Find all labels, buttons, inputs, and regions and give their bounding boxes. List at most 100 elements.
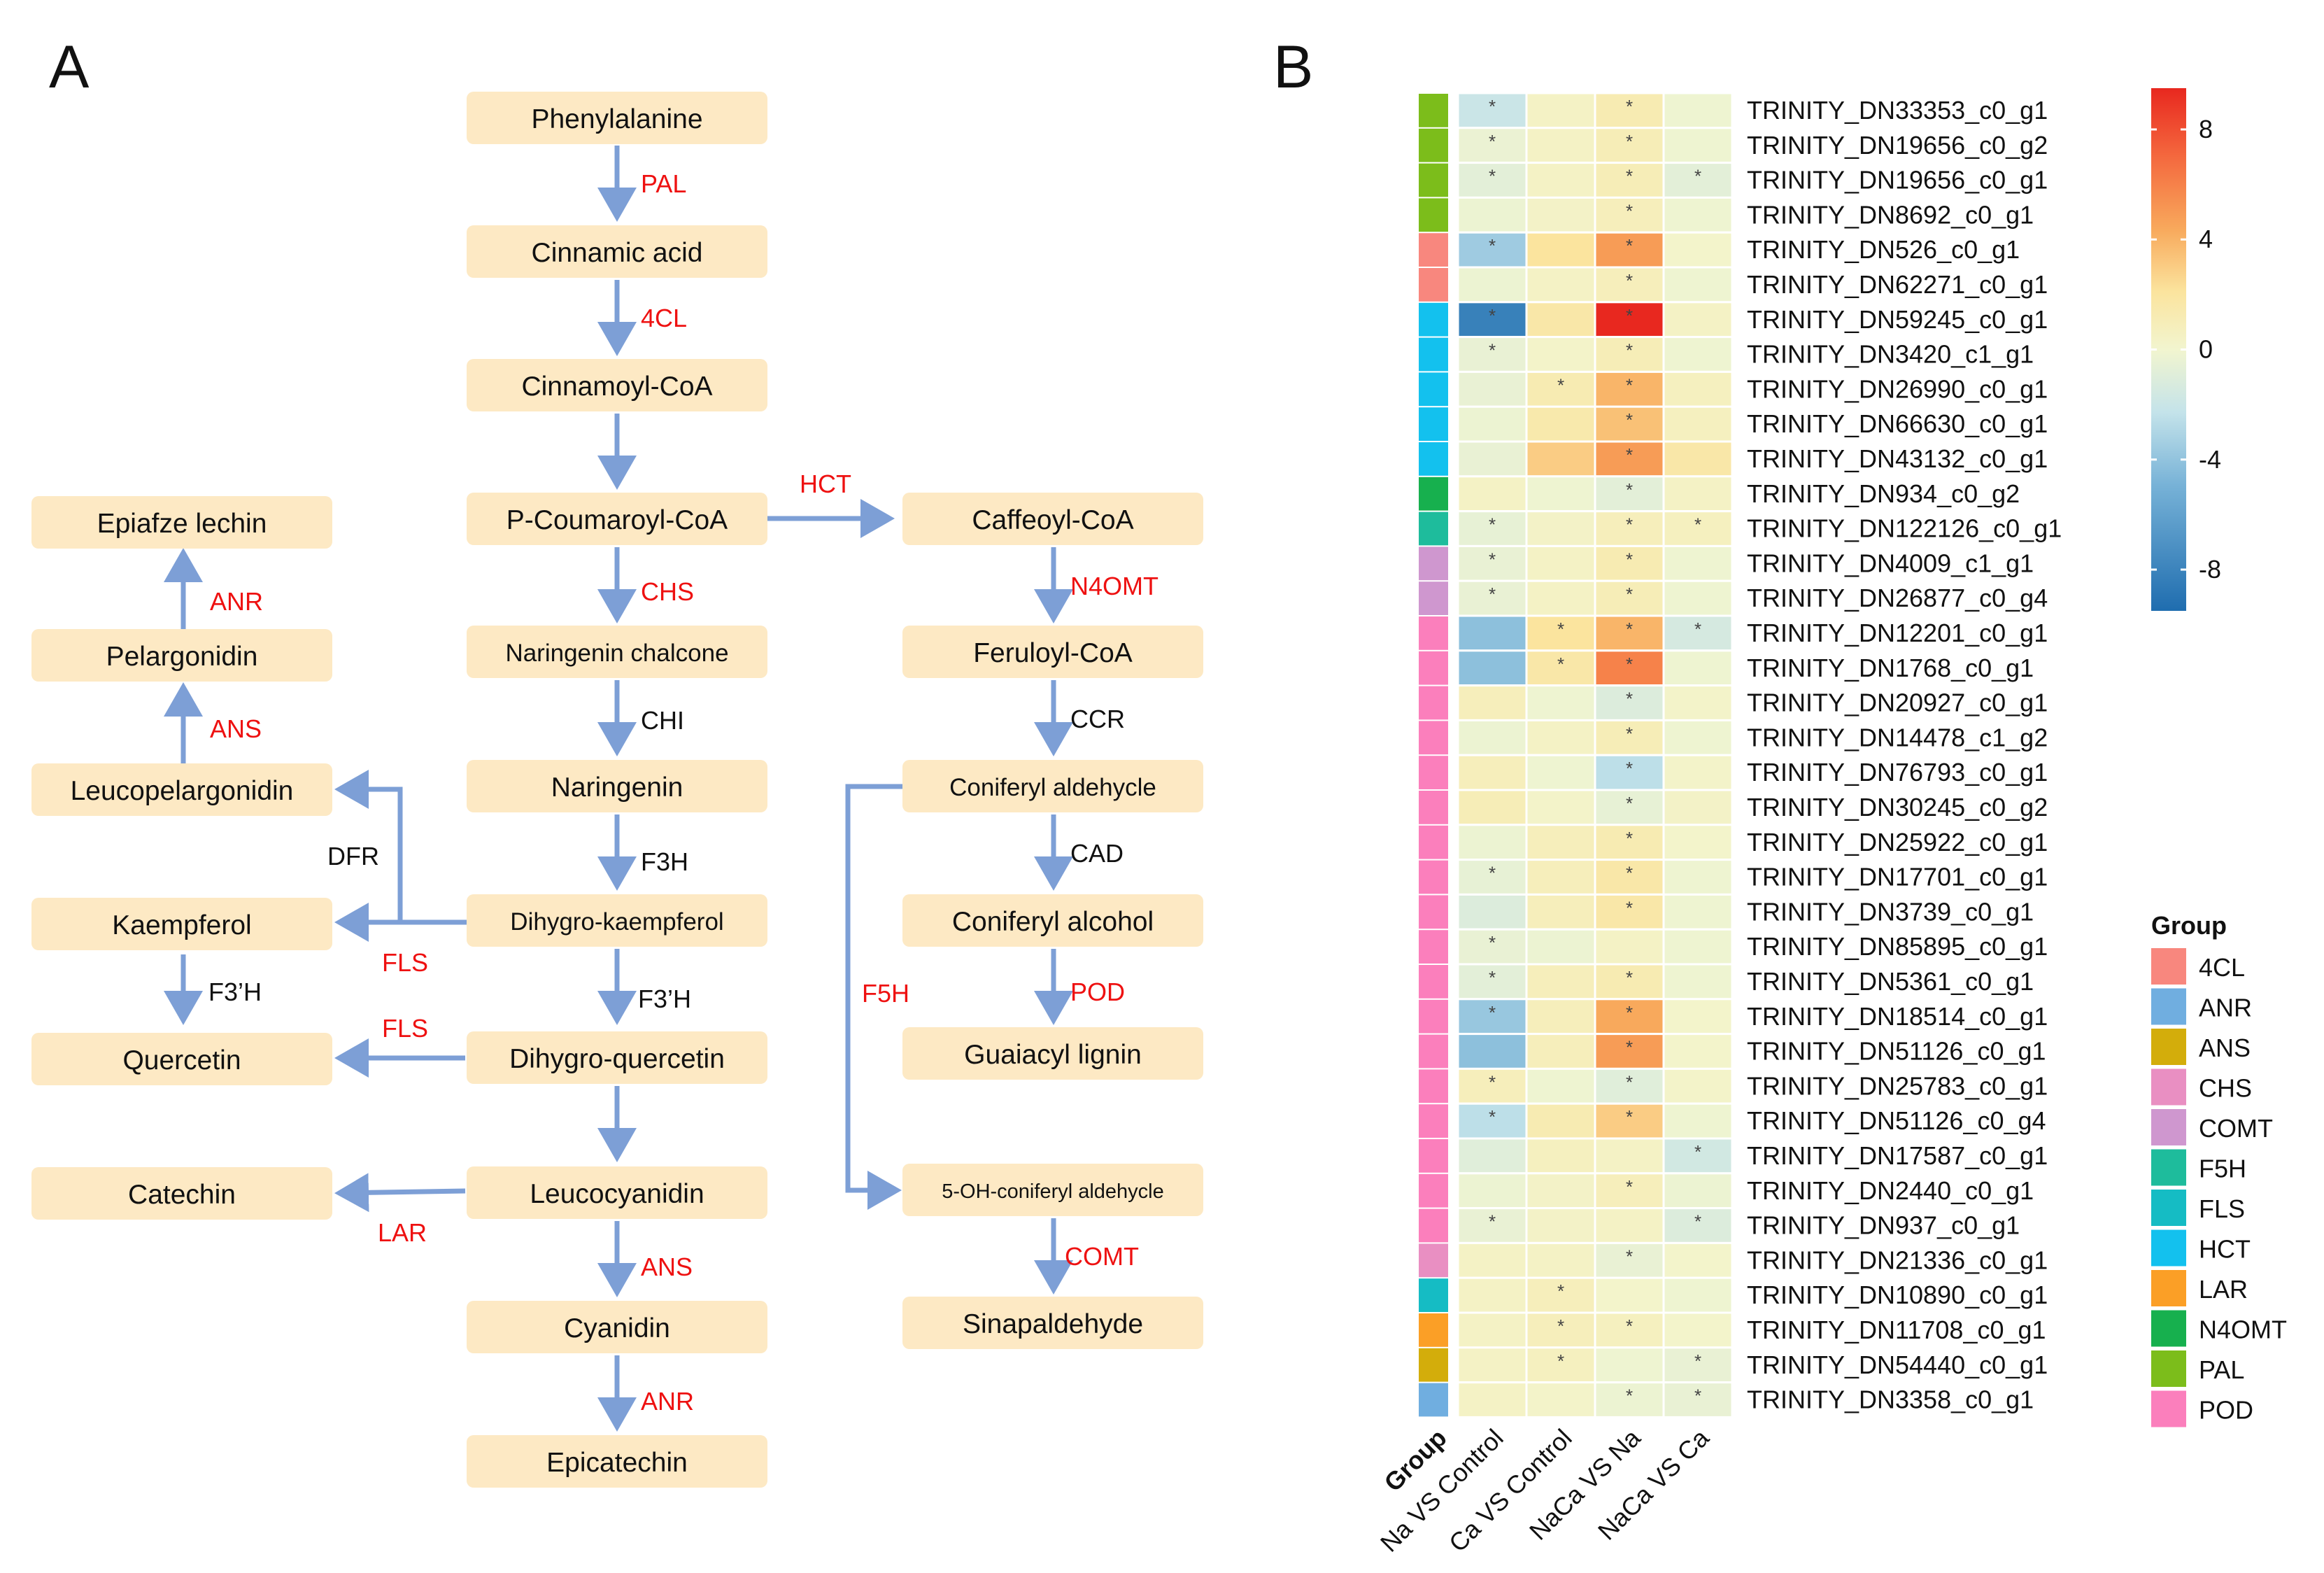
heatmap-cell bbox=[1457, 719, 1528, 756]
heatmap-cell bbox=[1525, 893, 1596, 931]
node-nar: Naringenin bbox=[467, 760, 767, 812]
significance-mark: * bbox=[1626, 584, 1633, 605]
gene-label: TRINITY_DN51126_c0_g1 bbox=[1747, 1037, 2046, 1066]
gene-label: TRINITY_DN25922_c0_g1 bbox=[1747, 828, 2048, 856]
significance-mark: * bbox=[1626, 96, 1633, 117]
node-cinc: Cinnamoyl-CoA bbox=[467, 359, 767, 411]
heatmap-cell bbox=[1662, 1033, 1734, 1070]
significance-mark: * bbox=[1694, 1350, 1701, 1371]
gene-label: TRINITY_DN51126_c0_g4 bbox=[1747, 1106, 2046, 1135]
gene-label: TRINITY_DN19656_c0_g2 bbox=[1747, 131, 2048, 160]
node-nch: Naringenin chalcone bbox=[467, 626, 767, 678]
heatmap-cell bbox=[1457, 1241, 1528, 1279]
legend-swatch bbox=[2151, 1350, 2186, 1387]
enzyme-ans-center: ANS bbox=[641, 1253, 693, 1281]
svg-text:Dihygro-kaempferol: Dihygro-kaempferol bbox=[510, 908, 723, 936]
legend-swatch bbox=[2151, 948, 2186, 985]
heatmap-cell bbox=[1662, 1241, 1734, 1279]
gene-label: TRINITY_DN85895_c0_g1 bbox=[1747, 932, 2048, 961]
pathway-arrows bbox=[164, 146, 1073, 1432]
heatmap-cell bbox=[1594, 1276, 1665, 1314]
node-phe: Phenylalanine bbox=[467, 92, 767, 144]
significance-mark: * bbox=[1557, 654, 1564, 675]
heatmap-cell bbox=[1525, 684, 1596, 721]
gene-label: TRINITY_DN526_c0_g1 bbox=[1747, 235, 2020, 264]
heatmap-cell bbox=[1525, 1102, 1596, 1140]
legend-label: CHS bbox=[2199, 1074, 2252, 1103]
heatmap-cell bbox=[1662, 963, 1734, 1001]
arrow-lcy-cat bbox=[334, 1173, 466, 1213]
svg-text:Cyanidin: Cyanidin bbox=[564, 1313, 670, 1343]
significance-mark: * bbox=[1489, 305, 1496, 326]
heatmap-cell bbox=[1525, 301, 1596, 339]
heatmap-cell bbox=[1594, 963, 1665, 1001]
significance-mark: * bbox=[1489, 340, 1496, 361]
heatmap-cell bbox=[1662, 196, 1734, 234]
heatmap-cell bbox=[1525, 231, 1596, 269]
heatmap-cell bbox=[1525, 405, 1596, 443]
colorbar-tick-label: 8 bbox=[2199, 115, 2213, 143]
heatmap-cell bbox=[1662, 544, 1734, 582]
heatmap-cell bbox=[1662, 1381, 1734, 1418]
colorbar-tick-label: -8 bbox=[2199, 555, 2221, 584]
heatmap-cell bbox=[1525, 440, 1596, 478]
node-epl: Epiafze lechin bbox=[31, 496, 332, 549]
heatmap-cell bbox=[1662, 336, 1734, 373]
enzyme-hct: HCT bbox=[800, 470, 851, 498]
gene-label: TRINITY_DN3739_c0_g1 bbox=[1747, 897, 2034, 926]
heatmap-cell bbox=[1457, 824, 1528, 861]
heatmap-cell bbox=[1457, 510, 1528, 547]
heatmap-cell bbox=[1662, 859, 1734, 896]
svg-text:Kaempferol: Kaempferol bbox=[112, 910, 251, 940]
gene-label: TRINITY_DN20927_c0_g1 bbox=[1747, 689, 2048, 717]
svg-text:Catechin: Catechin bbox=[128, 1180, 236, 1210]
heatmap-cell bbox=[1525, 1207, 1596, 1244]
group-cell bbox=[1419, 233, 1448, 267]
significance-mark: * bbox=[1626, 479, 1633, 500]
legend-swatch bbox=[2151, 1229, 2186, 1267]
panel-label-b: B bbox=[1273, 34, 1313, 101]
group-cell bbox=[1419, 442, 1448, 476]
heatmap-cell bbox=[1457, 1276, 1528, 1314]
significance-mark: * bbox=[1626, 1315, 1633, 1336]
gene-label: TRINITY_DN11708_c0_g1 bbox=[1747, 1315, 2046, 1344]
gene-label: TRINITY_DN26877_c0_g4 bbox=[1747, 584, 2048, 612]
svg-text:Pelargonidin: Pelargonidin bbox=[106, 642, 258, 672]
heatmap-cell bbox=[1525, 754, 1596, 791]
group-cell bbox=[1419, 895, 1448, 929]
group-cell bbox=[1419, 791, 1448, 824]
significance-mark: * bbox=[1489, 166, 1496, 187]
enzyme-f3ph-left: F3’H bbox=[208, 978, 262, 1006]
heatmap-cell bbox=[1457, 405, 1528, 443]
svg-text:Coniferyl alcohol: Coniferyl alcohol bbox=[952, 907, 1154, 937]
heatmap-cell bbox=[1594, 789, 1665, 826]
gene-label: TRINITY_DN59245_c0_g1 bbox=[1747, 305, 2048, 334]
gene-label: TRINITY_DN25783_c0_g1 bbox=[1747, 1071, 2048, 1100]
enzyme-ans-left: ANS bbox=[210, 714, 262, 743]
svg-text:Leucopelargonidin: Leucopelargonidin bbox=[71, 776, 294, 806]
heatmap-cell bbox=[1662, 1102, 1734, 1140]
arrow-dhk-lpe bbox=[334, 770, 469, 925]
heatmap-cell bbox=[1594, 928, 1665, 966]
enzyme-fls-2: FLS bbox=[382, 1014, 428, 1043]
legend-swatch bbox=[2151, 1149, 2186, 1186]
group-cell bbox=[1419, 999, 1448, 1034]
heatmap: * * * * * * * * * * * * * * * * * * * * * * * * * * * * * * * * * * * * * * * *… bbox=[1419, 92, 1734, 1418]
legend-label: LAR bbox=[2199, 1275, 2248, 1304]
heatmap-cell bbox=[1662, 789, 1734, 826]
gene-label: TRINITY_DN17701_c0_g1 bbox=[1747, 863, 2048, 891]
enzyme-f3ph-center: F3’H bbox=[638, 985, 691, 1013]
group-cell bbox=[1419, 477, 1448, 511]
significance-mark: * bbox=[1626, 1106, 1633, 1127]
node-gua: Guaiacyl lignin bbox=[902, 1027, 1203, 1080]
significance-mark: * bbox=[1626, 1071, 1633, 1092]
significance-mark: * bbox=[1489, 932, 1496, 953]
group-cell bbox=[1419, 407, 1448, 441]
node-dhk: Dihygro-kaempferol bbox=[467, 894, 767, 947]
heatmap-cell bbox=[1525, 92, 1596, 129]
heatmap-cell bbox=[1662, 824, 1734, 861]
enzyme-lar: LAR bbox=[378, 1218, 427, 1247]
legend-swatch bbox=[2151, 1310, 2186, 1347]
heatmap-cell bbox=[1525, 719, 1596, 756]
